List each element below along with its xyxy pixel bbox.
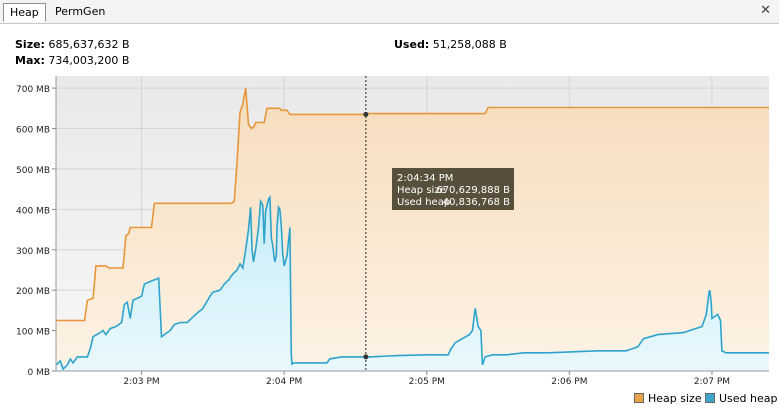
x-tick-label: 2:05 PM (409, 377, 445, 387)
close-icon[interactable]: ✕ (760, 3, 771, 18)
tooltip-heap-value: 670,629,888 B (436, 185, 510, 196)
tooltip-time: 2:04:34 PM (397, 173, 453, 184)
legend-heap-swatch (634, 393, 644, 403)
used-heap-line (55, 194, 769, 371)
tooltip: 2:04:34 PM Heap size 670,629,888 B Used … (392, 168, 514, 210)
x-tick-label: 2:06 PM (551, 377, 587, 387)
y-tick-label: 200 MB (16, 287, 50, 297)
x-tick-label: 2:07 PM (694, 377, 730, 387)
y-tick-label: 600 MB (16, 126, 50, 136)
size-stat: Size: 685,637,632 B (15, 38, 130, 51)
x-axis: 2:03 PM 2:04 PM 2:05 PM 2:06 PM 2:07 PM (56, 370, 769, 387)
max-value: 734,003,200 B (48, 54, 130, 67)
used-stat: Used: 51,258,088 B (394, 38, 507, 51)
y-tick-label: 500 MB (16, 166, 50, 176)
y-tick-label: 0 MB (27, 368, 50, 378)
tab-permgen[interactable]: PermGen (55, 5, 106, 18)
used-heap-area (56, 197, 769, 371)
heap-size-line (56, 87, 769, 322)
tooltip-background (392, 168, 514, 210)
legend-used-label: Used heap (719, 392, 778, 405)
legend-used-swatch (705, 393, 715, 403)
heap-chart[interactable]: 0 MB 100 MB 200 MB 300 MB 400 MB 500 MB 600 MB… (0, 0, 779, 392)
y-axis: 0 MB 100 MB 200 MB 300 MB 400 MB 500 MB 600 MB… (16, 76, 57, 378)
tab-bar: Heap PermGen ✕ (0, 0, 779, 24)
x-tick-label: 2:03 PM (123, 377, 159, 387)
used-label: Used: (394, 38, 430, 51)
y-tick-label: 700 MB (16, 85, 50, 95)
max-stat: Max: 734,003,200 B (15, 54, 129, 67)
cursor-used-point (363, 354, 369, 360)
tooltip-used-value: 40,836,768 B (443, 197, 510, 208)
max-label: Max: (15, 54, 45, 67)
cursor-heap-point (363, 111, 369, 117)
legend-heap-size: Heap size (634, 392, 702, 406)
legend-used-heap: Used heap (705, 392, 778, 406)
y-tick-label: 100 MB (16, 328, 50, 338)
x-tick-label: 2:04 PM (266, 377, 302, 387)
tab-heap[interactable]: Heap (3, 3, 46, 22)
tooltip-heap-label: Heap size (397, 185, 446, 196)
used-value: 51,258,088 B (432, 38, 507, 51)
size-value: 685,637,632 B (48, 38, 130, 51)
legend-heap-label: Heap size (648, 392, 702, 405)
y-tick-label: 300 MB (16, 247, 50, 257)
y-tick-label: 400 MB (16, 206, 50, 216)
size-label: Size: (15, 38, 45, 51)
tooltip-used-label: Used heap (397, 197, 450, 208)
